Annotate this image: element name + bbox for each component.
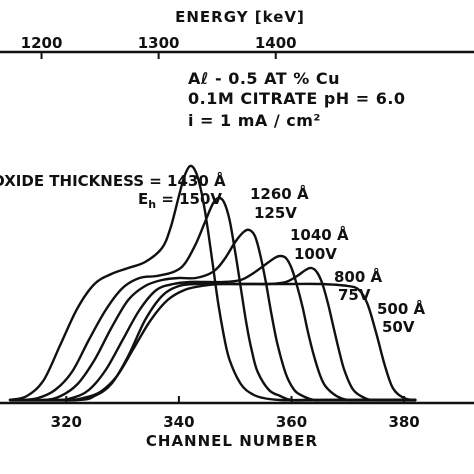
series-line-thin bbox=[8, 282, 417, 402]
energy-axis: 1200 1300 1400 ENERGY [keV] bbox=[0, 8, 474, 59]
series-annotations: OXIDE THICKNESS = 1430 Å Eh = 150V 1260 … bbox=[0, 171, 426, 336]
series-line-1040- bbox=[8, 228, 417, 402]
label-1430-voltage-value: = 150V bbox=[156, 190, 222, 208]
label-800-voltage: 75V bbox=[338, 286, 371, 304]
channel-axis: 320 340 360 380 CHANNEL NUMBER bbox=[0, 396, 474, 450]
label-1260-thickness: 1260 Å bbox=[250, 184, 309, 203]
label-1260-voltage: 125V bbox=[254, 204, 297, 222]
energy-tick-label-1300: 1300 bbox=[138, 34, 180, 52]
label-1430-voltage-subscript: h bbox=[148, 198, 156, 211]
spectrum-curves bbox=[8, 164, 417, 402]
label-1040-thickness: 1040 Å bbox=[290, 225, 349, 244]
channel-ticks: 320 340 360 380 bbox=[51, 396, 420, 431]
series-line-800- bbox=[8, 254, 417, 402]
label-1430-voltage-symbol: E bbox=[138, 190, 148, 208]
label-500-voltage: 50V bbox=[382, 318, 415, 336]
energy-axis-label: ENERGY [keV] bbox=[175, 8, 305, 26]
energy-ticks: 1200 1300 1400 bbox=[21, 34, 297, 59]
channel-tick-label-320: 320 bbox=[51, 413, 82, 431]
conditions-block: Aℓ - 0.5 AT % Cu 0.1M CITRATE pH = 6.0 i… bbox=[188, 69, 406, 130]
series-line-1260- bbox=[8, 196, 417, 402]
series-line-1430- bbox=[8, 164, 417, 402]
condition-electrolyte: 0.1M CITRATE pH = 6.0 bbox=[188, 89, 406, 108]
energy-tick-label-1400: 1400 bbox=[255, 34, 297, 52]
label-1430-voltage: Eh = 150V bbox=[138, 190, 222, 211]
channel-axis-label: CHANNEL NUMBER bbox=[146, 432, 318, 450]
label-1040-voltage: 100V bbox=[294, 245, 337, 263]
channel-tick-label-340: 340 bbox=[163, 413, 194, 431]
label-800-thickness: 800 Å bbox=[334, 267, 383, 286]
condition-alloy: Aℓ - 0.5 AT % Cu bbox=[188, 69, 340, 88]
channel-tick-label-360: 360 bbox=[276, 413, 307, 431]
energy-tick-label-1200: 1200 bbox=[21, 34, 63, 52]
label-1430-thickness: OXIDE THICKNESS = 1430 Å bbox=[0, 171, 226, 190]
condition-current: i = 1 mA / cm² bbox=[188, 111, 321, 130]
label-500-thickness: 500 Å bbox=[377, 299, 426, 318]
channel-tick-label-380: 380 bbox=[388, 413, 419, 431]
